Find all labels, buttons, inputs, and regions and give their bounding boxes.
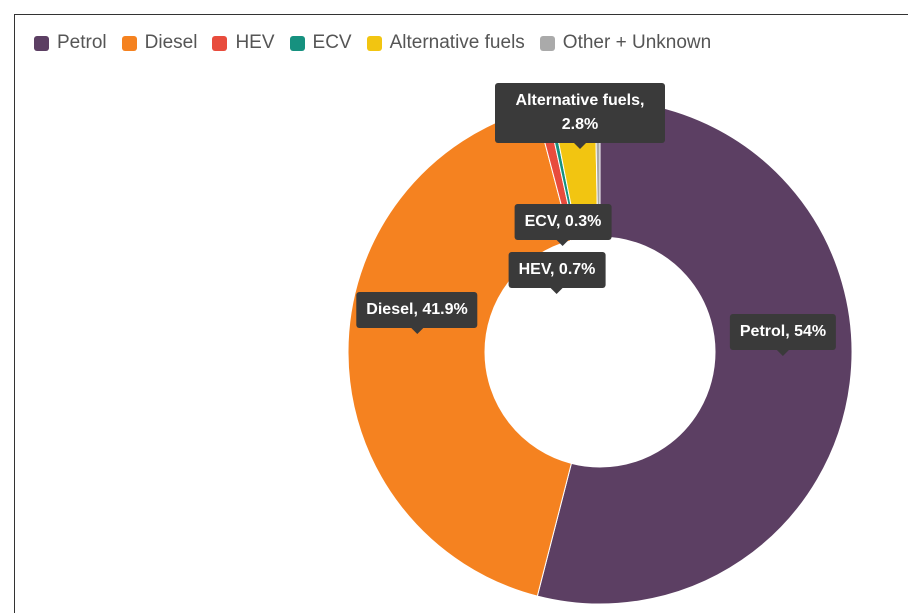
data-label: Diesel, 41.9% — [356, 292, 478, 334]
legend: Petrol Diesel HEV ECV Alternative fuels Other… — [34, 32, 711, 54]
legend-label: ECV — [312, 32, 352, 53]
legend-swatch — [366, 35, 382, 51]
legend-swatch — [289, 35, 305, 51]
legend-swatch — [212, 35, 228, 51]
legend-item: Alternative fuels — [366, 32, 525, 54]
legend-label: HEV — [235, 32, 275, 53]
legend-item: Other + Unknown — [539, 32, 712, 54]
data-label: ECV, 0.3% — [514, 204, 612, 246]
legend-label: Diesel — [144, 32, 198, 53]
legend-item: HEV — [212, 32, 275, 54]
legend-swatch — [121, 35, 137, 51]
data-label: Alternative fuels, 2.8% — [495, 83, 665, 149]
legend-label: Petrol — [57, 32, 107, 53]
data-label: Petrol, 54% — [729, 314, 837, 356]
legend-item: Diesel — [121, 32, 198, 54]
donut-slice — [347, 107, 573, 597]
legend-swatch — [539, 35, 555, 51]
legend-item: ECV — [289, 32, 352, 54]
data-label: HEV, 0.7% — [508, 252, 606, 294]
donut-slice — [536, 99, 853, 605]
legend-label: Alternative fuels — [389, 32, 525, 53]
legend-item: Petrol — [34, 32, 107, 54]
legend-swatch — [34, 35, 49, 51]
chart-frame — [14, 14, 908, 613]
legend-label: Other + Unknown — [562, 32, 712, 53]
